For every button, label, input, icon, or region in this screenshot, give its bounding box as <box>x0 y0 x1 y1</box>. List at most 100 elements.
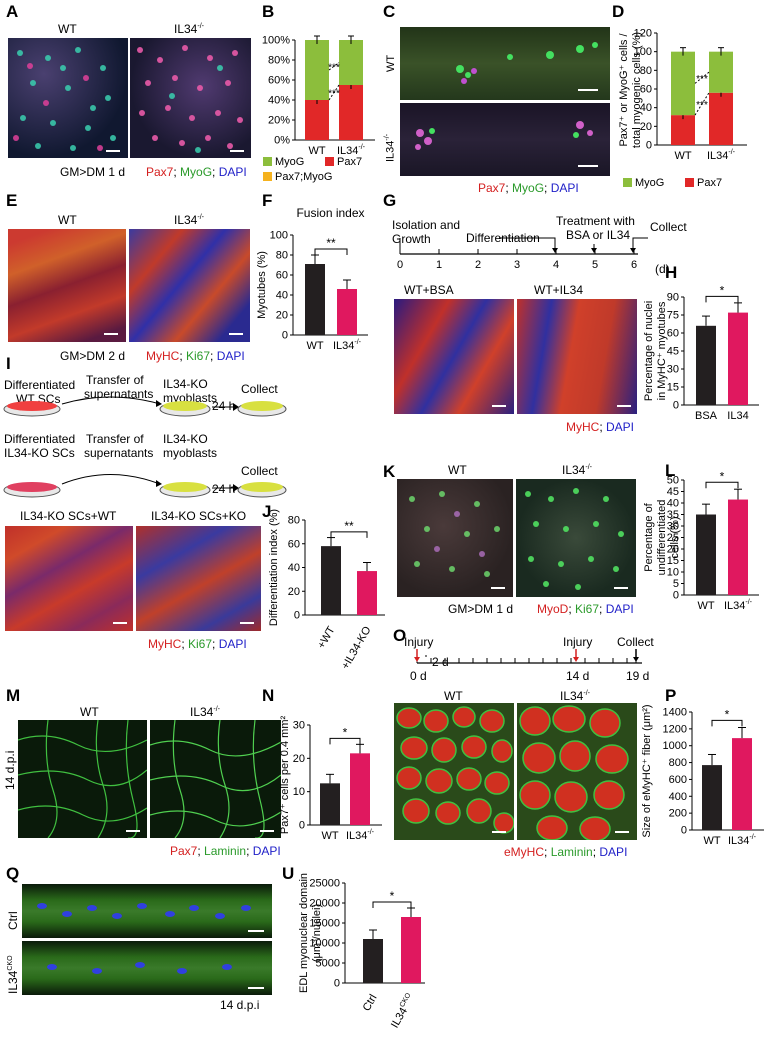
g-days-unit: (d) <box>655 262 670 276</box>
legend-swatch <box>263 172 272 181</box>
arrow-transfer-2 <box>61 474 161 485</box>
y-tick-label: 20000 <box>309 898 340 910</box>
arrowhead <box>591 248 597 253</box>
bar-segment-pax7 <box>305 100 329 140</box>
y-tick-label: 0 <box>282 330 288 342</box>
significance-stars: *** <box>328 89 340 100</box>
y-tick-label: 600 <box>669 774 687 786</box>
chart-p: 0 200 400 600 800 1000 1200 1400 WT IL34-/- * Size … <box>641 704 764 847</box>
a-condition: GM>DM 1 d <box>60 165 126 179</box>
bar <box>702 765 722 830</box>
y-tick-label: 40 <box>667 498 679 510</box>
c-wt-fiber <box>400 27 610 100</box>
y-axis-label: EDL myonuclear domain(μm³/nuclei) <box>298 873 323 993</box>
tick-label: WT <box>321 830 338 842</box>
scale-bar <box>240 622 254 624</box>
i-r2-ko-scs: IL34-KO SCs <box>4 446 75 460</box>
y-tick-label: 100% <box>262 35 290 47</box>
a-wt-nuclei <box>13 47 116 151</box>
g-event-bsa-il34: BSA or IL34 <box>566 228 631 242</box>
bar <box>350 753 370 825</box>
e-il34-micrograph <box>129 229 250 342</box>
g-wt-bsa: WT+BSA <box>404 283 454 297</box>
o-injury-2: Injury <box>563 635 593 649</box>
c-il34-fiber <box>400 103 610 176</box>
y-axis-label: Differentiation index (%) <box>268 509 280 626</box>
y-tick-label: 15 <box>667 555 679 567</box>
bar-segment-myog <box>305 40 329 100</box>
i-ko-wt-label: IL34-KO SCs+WT <box>20 509 117 523</box>
y-tick-label: 10 <box>667 567 679 579</box>
c-il34-label: IL34-/- <box>384 133 397 162</box>
y-tick-label: 60 <box>288 538 300 550</box>
legend-label: Pax7;MyoG <box>275 171 332 183</box>
panel-label-u: U <box>282 864 295 883</box>
arrowhead <box>233 403 239 411</box>
m-il34-label: IL34-/- <box>190 705 220 719</box>
comparison-line <box>694 71 710 84</box>
significance-stars: ** <box>326 236 336 250</box>
dish-ko-scs <box>3 482 61 498</box>
dish-collect-1 <box>237 401 287 417</box>
y-tick-label: 20% <box>268 115 290 127</box>
y-tick-label: 60 <box>667 328 679 340</box>
g-bsa-micrograph <box>394 299 514 414</box>
bar <box>363 939 383 983</box>
y-tick-label: 15000 <box>309 918 340 930</box>
o-il34-fibers <box>519 705 629 840</box>
y-tick-label: 400 <box>669 791 687 803</box>
y-tick-label: 5 <box>673 578 679 590</box>
legend-swatch <box>685 178 694 187</box>
bar <box>696 514 716 595</box>
significance-stars: * <box>720 283 725 297</box>
e-wt-label: WT <box>58 213 77 227</box>
scale-bar <box>617 405 631 407</box>
i-r2-transfer: Transfer of <box>86 432 144 446</box>
significance-bracket <box>705 481 739 489</box>
scale-bar <box>615 831 629 833</box>
scale-bar <box>126 830 140 832</box>
y-tick-label: 1200 <box>663 723 687 735</box>
k-stain-legend: MyoD; Ki67; DAPI <box>537 602 634 616</box>
chart-u: 0 5000 10000 15000 20000 25000 Ctrl IL34CKO * EDL… <box>298 873 425 1030</box>
tick-label: +IL34-KO <box>340 624 374 670</box>
y-tick-label: 60 <box>276 270 288 282</box>
significance-stars: * <box>720 470 725 483</box>
tick-label: WT <box>306 340 323 352</box>
tick-label: +WT <box>315 624 337 651</box>
y-tick-label: 30 <box>667 521 679 533</box>
bar <box>732 738 752 830</box>
y-axis-label: Percentage of nucleiin MyHC⁺ myotubes <box>643 301 668 401</box>
panel-label-b: B <box>262 2 275 21</box>
panel-label-e: E <box>6 191 18 210</box>
panel-label-a: A <box>6 2 19 21</box>
y-tick-label: 0 <box>673 590 679 602</box>
i-stain-legend: MyHC; Ki67; DAPI <box>148 637 247 651</box>
y-tick-label: 0 <box>673 400 679 412</box>
scale-bar <box>260 830 274 832</box>
tick-label: IL34-/- <box>333 339 362 352</box>
g-stain-legend: MyHC; DAPI <box>566 420 635 434</box>
o-injury-1: Injury <box>404 635 434 649</box>
significance-stars: * <box>390 889 395 903</box>
y-tick-label: 45 <box>667 486 679 498</box>
panel-label-k: K <box>383 462 396 481</box>
q-dpi-label: 14 d.p.i <box>220 998 260 1012</box>
arrowhead <box>233 484 239 492</box>
m-wt-label: WT <box>80 705 99 719</box>
o-wt-label: WT <box>444 689 463 703</box>
m-wt-micrograph <box>18 720 147 838</box>
panel-label-o: O <box>393 626 407 645</box>
y-tick-label: 20 <box>276 310 288 322</box>
significance-stars: * <box>343 725 348 739</box>
i-ko-ko-micrograph <box>136 526 261 631</box>
tick-label: WT <box>308 145 325 157</box>
arrowhead <box>156 400 162 407</box>
a-il34-micrograph <box>130 38 251 158</box>
panel-label-g: G <box>383 191 397 210</box>
bar <box>305 264 325 335</box>
scale-bar <box>248 987 264 989</box>
e-wt-micrograph <box>8 229 126 342</box>
comparison-line <box>694 92 710 116</box>
y-tick-label: 100 <box>270 230 288 242</box>
